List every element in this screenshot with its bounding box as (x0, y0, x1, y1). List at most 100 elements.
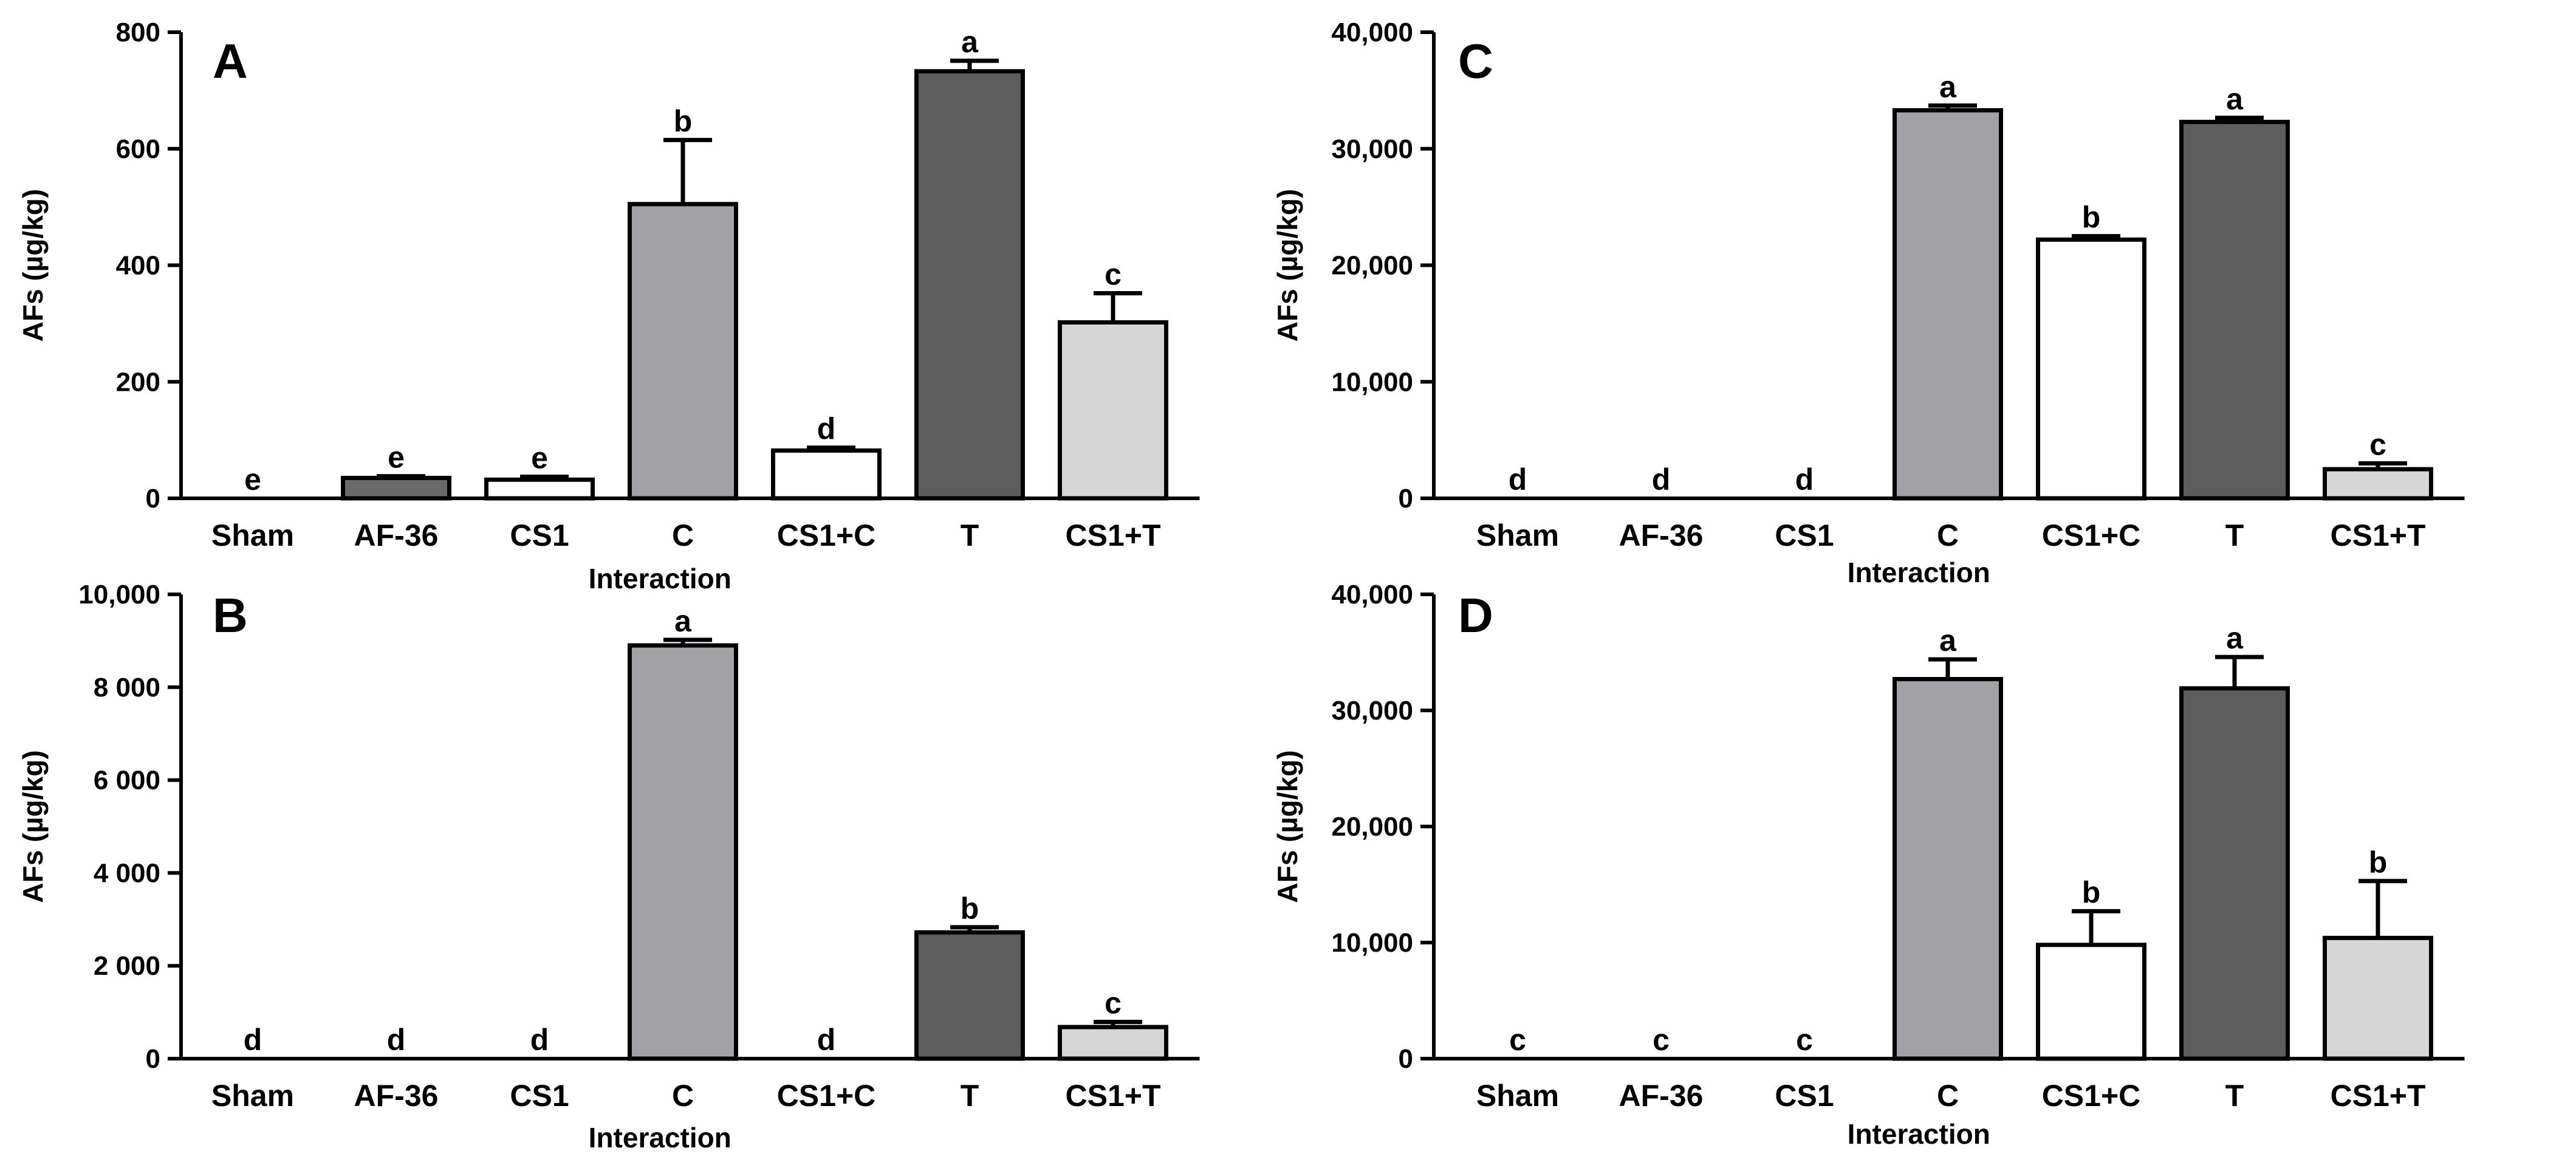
category-label-cs1: CS1 (1775, 1079, 1834, 1113)
y-tick-label: 600 (116, 134, 160, 164)
significance-letter-sham: d (244, 1023, 262, 1057)
category-label-af-36: AF-36 (354, 1079, 439, 1113)
category-label-cs1-t: CS1+T (2330, 1079, 2425, 1113)
category-label-cs1-c: CS1+C (2042, 1079, 2141, 1113)
significance-letter-sham: e (244, 462, 261, 497)
category-label-t: T (2225, 518, 2244, 552)
category-label-cs1-t: CS1+T (2330, 518, 2425, 552)
category-label-t: T (961, 518, 979, 552)
category-label-t: T (961, 1079, 979, 1113)
bar-t (2179, 120, 2290, 501)
significance-letter-t: a (961, 25, 979, 59)
y-tick-label: 20,000 (1331, 812, 1413, 842)
category-label-c: C (1937, 1079, 1959, 1113)
panel-letter: B (213, 588, 248, 642)
bar-t (914, 930, 1025, 1061)
category-label-cs1: CS1 (1775, 518, 1834, 552)
y-tick-label: 400 (116, 251, 160, 281)
y-tick-label: 10,000 (78, 580, 160, 610)
x-axis-title: Interaction (589, 1122, 731, 1153)
y-tick-label: 4 000 (94, 858, 160, 888)
significance-letter-af-36: c (1653, 1023, 1670, 1057)
x-axis-title: Interaction (1848, 557, 1990, 588)
category-label-af-36: AF-36 (1619, 518, 1704, 552)
significance-letter-cs1: e (531, 441, 548, 475)
category-label-af-36: AF-36 (1619, 1079, 1704, 1113)
y-tick-label: 800 (116, 18, 160, 47)
y-axis-title: AFs (µg/kg) (1272, 189, 1303, 342)
bar-c (1893, 676, 2003, 1061)
bar-c (628, 643, 738, 1061)
category-label-c: C (672, 518, 694, 552)
panel-letter: D (1458, 588, 1493, 642)
category-label-af-36: AF-36 (354, 518, 439, 552)
category-label-sham: Sham (211, 518, 294, 552)
significance-letter-cs1: d (1795, 462, 1814, 497)
panel-letter: C (1458, 34, 1493, 88)
x-axis-title: Interaction (1848, 1118, 1990, 1150)
y-tick-label: 40,000 (1331, 18, 1413, 47)
significance-letter-cs1-t: b (2369, 845, 2388, 879)
significance-letter-cs1-c: b (2082, 875, 2101, 909)
bar-af-36 (341, 475, 451, 501)
bar-cs1-c (771, 448, 882, 501)
y-tick-label: 30,000 (1331, 134, 1413, 164)
category-label-c: C (672, 1079, 694, 1113)
category-label-sham: Sham (1476, 1079, 1559, 1113)
significance-letter-cs1-t: c (1105, 986, 1122, 1020)
significance-letter-cs1: d (530, 1023, 549, 1057)
significance-letter-af-36: e (388, 441, 405, 475)
y-tick-label: 0 (1399, 1044, 1413, 1074)
y-tick-label: 40,000 (1331, 580, 1413, 610)
panel-a: 0 200 400 600 800 e Sham e AF-36 e CS1 b Cd CS1+C a Tc C… (17, 18, 1200, 594)
y-tick-label: 0 (146, 1044, 160, 1074)
significance-letter-af-36: d (1652, 462, 1671, 497)
panel-c: 0 10,000 20,000 30,000 40,000 d Sham d AF-36 d CS1… (1272, 18, 2465, 588)
significance-letter-c: b (674, 104, 693, 138)
significance-letter-af-36: d (387, 1023, 406, 1057)
significance-letter-cs1: c (1796, 1023, 1813, 1057)
y-tick-label: 10,000 (1331, 928, 1413, 958)
category-label-cs1-c: CS1+C (777, 518, 876, 552)
category-label-cs1-t: CS1+T (1065, 1079, 1160, 1113)
significance-letter-t: a (2226, 621, 2244, 655)
category-label-cs1-t: CS1+T (1065, 518, 1160, 552)
y-tick-label: 200 (116, 367, 160, 397)
significance-letter-c: a (674, 604, 692, 638)
bar-cs1-t (1058, 1025, 1168, 1061)
panel-d: 0 10,000 20,000 30,000 40,000 c Sham c AF-36 c CS1… (1272, 580, 2465, 1150)
significance-letter-t: a (2226, 82, 2244, 116)
significance-letter-t: b (961, 892, 979, 926)
category-label-cs1-c: CS1+C (777, 1079, 876, 1113)
y-tick-label: 0 (146, 484, 160, 514)
y-tick-label: 20,000 (1331, 251, 1413, 281)
bar-cs1-c (2036, 237, 2146, 501)
y-axis-title: AFs (µg/kg) (1272, 750, 1303, 902)
y-tick-label: 30,000 (1331, 696, 1413, 726)
bar-t (2179, 686, 2290, 1061)
category-label-cs1-c: CS1+C (2042, 518, 2141, 552)
category-label-sham: Sham (1476, 518, 1559, 552)
significance-letter-c: a (1939, 624, 1957, 658)
category-label-sham: Sham (211, 1079, 294, 1113)
bar-cs1-t (1058, 320, 1168, 501)
y-tick-label: 2 000 (94, 951, 160, 981)
bar-cs1 (484, 477, 595, 501)
bar-c (1893, 108, 2003, 501)
y-axis-title: AFs (µg/kg) (17, 750, 49, 902)
category-label-cs1: CS1 (510, 1079, 569, 1113)
y-tick-label: 8 000 (94, 673, 160, 703)
significance-letter-cs1-c: d (817, 1023, 836, 1057)
significance-letter-c: a (1939, 70, 1957, 104)
bar-t (914, 69, 1025, 501)
category-label-t: T (2225, 1079, 2244, 1113)
y-tick-label: 0 (1399, 484, 1413, 514)
bar-cs1-t (2323, 935, 2433, 1061)
y-tick-label: 6 000 (94, 766, 160, 796)
y-tick-label: 10,000 (1331, 367, 1413, 397)
category-label-c: C (1937, 518, 1959, 552)
significance-letter-cs1-t: c (2369, 427, 2386, 461)
y-axis-title: AFs (µg/kg) (17, 189, 49, 342)
